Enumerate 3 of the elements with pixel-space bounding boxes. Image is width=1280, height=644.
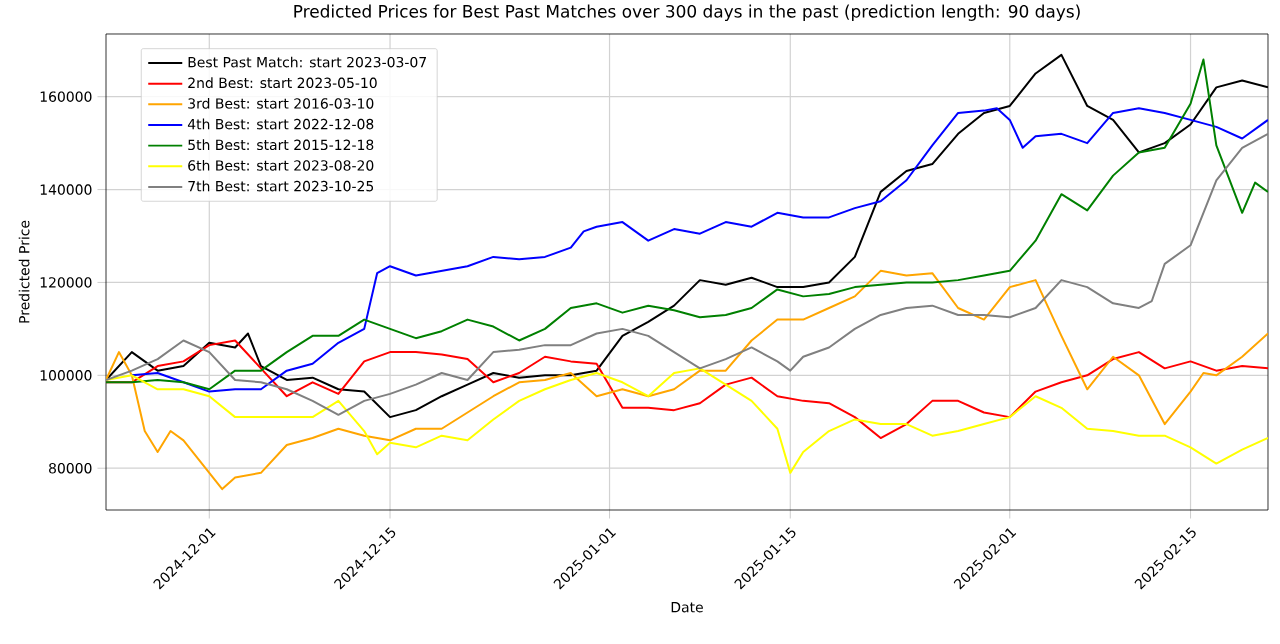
chart-title: Predicted Prices for Best Past Matches over 300 days in the past (prediction length: 90 days) xyxy=(294,4,1080,21)
line-series xyxy=(106,269,1268,491)
line-series xyxy=(106,132,1268,416)
